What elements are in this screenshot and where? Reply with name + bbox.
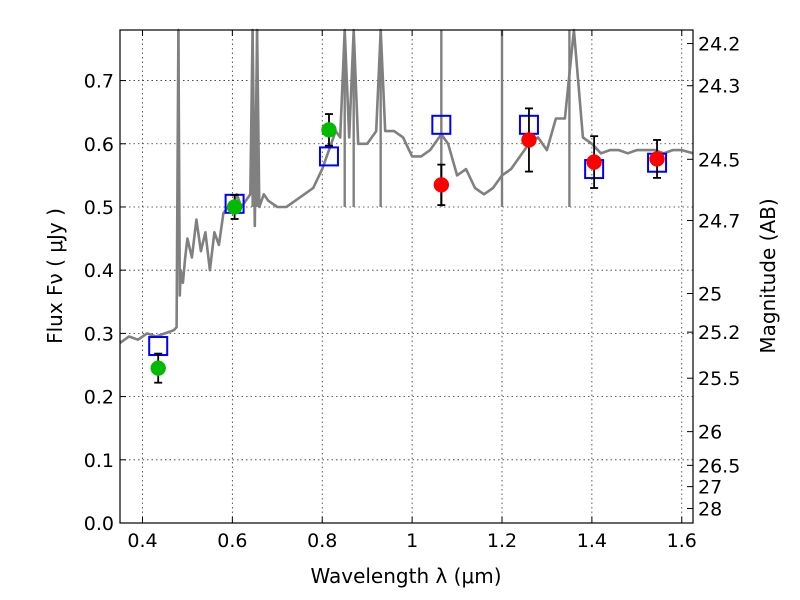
mag-tick-label: 24.3 bbox=[698, 76, 740, 98]
y-tick-label: 0.2 bbox=[84, 387, 114, 409]
x-tick-label: 0.6 bbox=[217, 530, 247, 552]
mag-tick-label: 24.2 bbox=[698, 34, 740, 56]
x-tick-label: 1.2 bbox=[487, 530, 517, 552]
observed-point bbox=[226, 199, 243, 215]
plot-frame bbox=[119, 29, 694, 524]
observed-point bbox=[150, 360, 166, 376]
x-tick-label: 0.4 bbox=[127, 530, 157, 552]
mag-tick-label: 25.5 bbox=[698, 368, 740, 390]
y-tick-label: 0.3 bbox=[84, 323, 114, 345]
mag-tick-label: 26 bbox=[698, 422, 722, 444]
x-tick-label: 1.4 bbox=[577, 530, 607, 552]
mag-tick-label: 24.5 bbox=[698, 149, 740, 171]
y-axis-label: Flux Fν ( μJy ) bbox=[43, 208, 67, 344]
x-tick-label: 0.8 bbox=[307, 530, 337, 552]
observed-point bbox=[586, 154, 602, 170]
y-tick-label: 0.4 bbox=[84, 260, 114, 282]
y-tick-label: 0.0 bbox=[84, 513, 114, 535]
mag-tick-label: 25 bbox=[698, 284, 722, 306]
observed-point bbox=[521, 132, 537, 148]
x-axis-label: Wavelength λ (μm) bbox=[310, 564, 501, 588]
mag-tick-label: 28 bbox=[698, 499, 722, 521]
ticks: 0.4 0.6 0.8 1 1.2 1.4 1.6 0.0 0.1 0.2 0.3 0.4 0.5 0.6… bbox=[84, 30, 740, 552]
plot-data bbox=[119, 28, 694, 384]
mag-tick-label: 27 bbox=[698, 477, 722, 499]
x-tick-label: 1.6 bbox=[667, 530, 697, 552]
observed-point bbox=[649, 151, 665, 167]
y2-axis-label: Magnitude (AB) bbox=[756, 198, 780, 353]
mag-tick-label: 24.7 bbox=[698, 210, 740, 232]
y-tick-label: 0.6 bbox=[84, 134, 114, 156]
mag-tick-label: 25.2 bbox=[698, 322, 740, 344]
mag-tick-label: 26.5 bbox=[698, 455, 740, 477]
observed-point bbox=[433, 177, 450, 193]
model-photometry-square bbox=[318, 146, 339, 167]
y-tick-label: 0.1 bbox=[84, 450, 114, 472]
y-tick-label: 0.7 bbox=[84, 71, 114, 93]
y-tick-label: 0.5 bbox=[84, 197, 114, 219]
model-photometry-square bbox=[431, 114, 452, 135]
observed-point bbox=[321, 122, 337, 138]
grid bbox=[120, 30, 693, 524]
spectrum-line bbox=[119, 28, 694, 344]
x-tick-label: 1 bbox=[406, 530, 418, 552]
